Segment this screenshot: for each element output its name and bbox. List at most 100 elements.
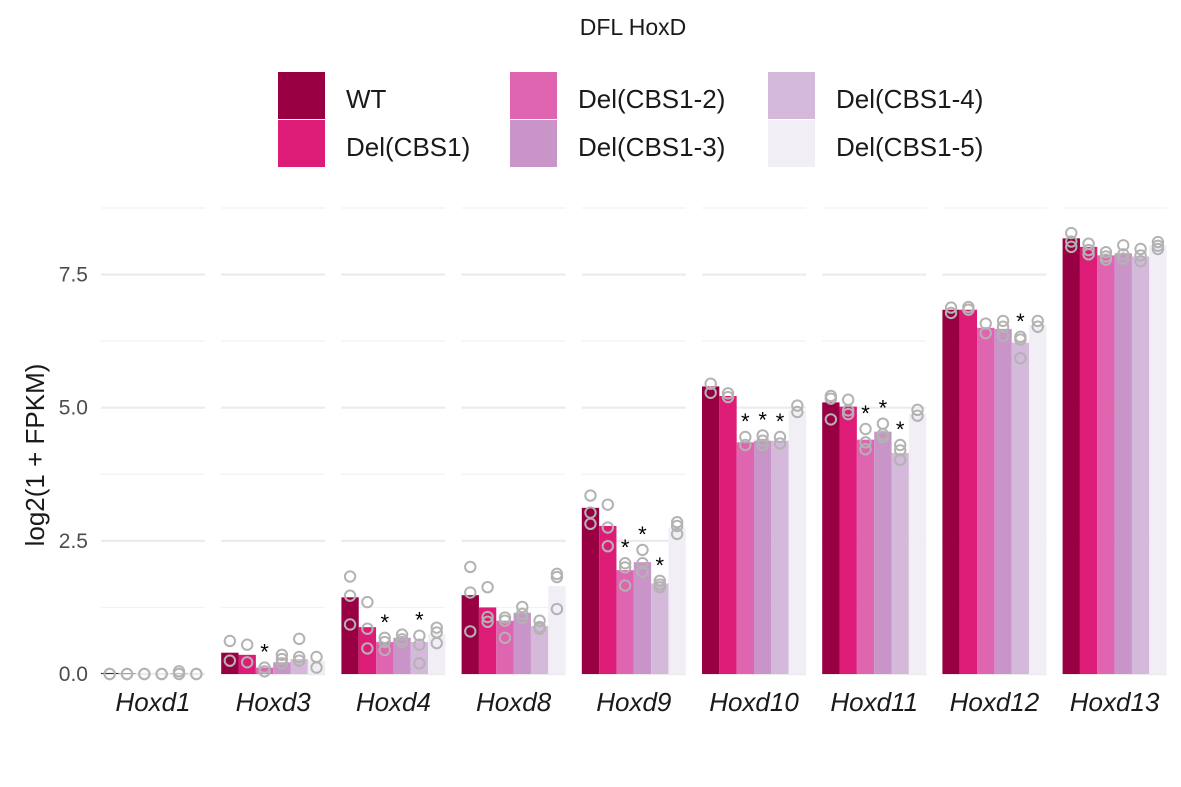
replicate-point-hoxd9-del-cbs1-5 <box>670 527 684 541</box>
replicate-point-hoxd11-del-cbs1 <box>842 407 855 421</box>
replicate-point-hoxd4-del-cbs1 <box>361 642 374 655</box>
replicate-point-hoxd11-del-cbs1-2 <box>859 422 872 436</box>
bar-hoxd10-del-cbs1 <box>719 395 737 674</box>
replicate-point-hoxd8-del-cbs1 <box>481 610 494 624</box>
replicate-point-hoxd9-del-cbs1-5 <box>670 519 684 533</box>
bar-hoxd12-wt <box>942 309 960 674</box>
legend-label-del-cbs1-2: Del(CBS1-2) <box>578 84 725 114</box>
replicate-point-hoxd4-wt <box>343 570 357 583</box>
bar-hoxd10-del-cbs1-3 <box>754 440 772 674</box>
y-tick-label: 7.5 <box>59 264 88 287</box>
replicate-point-hoxd12-del-cbs1-3 <box>996 329 1010 343</box>
bar-hoxd1-del-cbs1-4 <box>170 672 188 674</box>
replicate-point-hoxd11-del-cbs1-5 <box>911 409 924 422</box>
replicate-point-hoxd12-wt <box>944 301 958 314</box>
replicate-point-hoxd3-del-cbs1-4 <box>293 650 306 664</box>
replicate-point-hoxd12-wt <box>944 306 958 320</box>
replicate-point-hoxd13-wt <box>1065 240 1078 254</box>
legend-swatch-del-cbs1-4 <box>768 72 815 119</box>
replicate-point-hoxd8-del-cbs1 <box>481 615 494 629</box>
significance-star-hoxd12-del-cbs1-4: * <box>1016 309 1025 334</box>
bar-hoxd13-del-cbs1-5 <box>1149 245 1167 675</box>
bar-hoxd10-wt <box>702 386 720 674</box>
replicate-point-hoxd11-wt <box>824 392 838 405</box>
replicate-point-hoxd13-del-cbs1-4 <box>1134 249 1147 262</box>
replicate-point-hoxd12-del-cbs1-4 <box>1014 351 1027 365</box>
replicate-point-hoxd1-del-cbs1 <box>120 667 134 681</box>
replicate-point-hoxd4-del-cbs1 <box>361 595 374 609</box>
significance-star-hoxd10-del-cbs1-2: * <box>741 409 750 434</box>
replicate-point-hoxd10-del-cbs1 <box>721 387 735 400</box>
chart-title: DFL HoxD <box>580 14 687 40</box>
bar-hoxd9-del-cbs1 <box>599 525 617 674</box>
legend-swatch-del-cbs1-5 <box>768 120 815 167</box>
replicate-point-hoxd13-del-cbs1 <box>1082 243 1095 257</box>
replicate-point-hoxd11-wt <box>824 413 838 426</box>
replicate-point-hoxd12-del-cbs1-5 <box>1031 314 1044 328</box>
bar-hoxd13-del-cbs1-2 <box>1097 255 1115 674</box>
significance-star-hoxd4-del-cbs1-4: * <box>415 608 424 633</box>
bar-hoxd11-del-cbs1 <box>839 406 857 674</box>
replicate-point-hoxd10-del-cbs1-2 <box>739 438 752 452</box>
facet-label-hoxd10: Hoxd10 <box>709 687 799 717</box>
bar-hoxd8-wt <box>461 595 479 674</box>
legend-swatch-wt <box>278 72 325 119</box>
replicate-point-hoxd13-del-cbs1-5 <box>1151 235 1165 249</box>
significance-star-hoxd11-del-cbs1-4: * <box>896 417 905 442</box>
replicate-point-hoxd12-del-cbs1-2 <box>979 326 992 340</box>
replicate-point-hoxd8-del-cbs1-4 <box>533 622 546 635</box>
bar-hoxd10-del-cbs1-4 <box>771 440 789 674</box>
replicate-point-hoxd9-del-cbs1-5 <box>670 516 684 529</box>
bar-hoxd12-del-cbs1-2 <box>977 327 995 674</box>
replicate-point-hoxd4-del-cbs1 <box>361 622 374 635</box>
facet-label-hoxd13: Hoxd13 <box>1070 687 1160 717</box>
replicate-point-hoxd3-del-cbs1-2 <box>258 661 271 674</box>
facet-label-hoxd11: Hoxd11 <box>830 687 918 717</box>
bar-hoxd12-del-cbs1-4 <box>1011 342 1030 674</box>
legend-swatch-del-cbs1 <box>278 120 325 167</box>
replicate-point-hoxd8-del-cbs1-5 <box>550 602 564 616</box>
bar-hoxd9-wt <box>581 507 600 674</box>
legend: WT Del(CBS1) Del(CBS1-2) Del(CBS1-3) Del(CBS… <box>278 72 983 167</box>
replicate-point-hoxd13-del-cbs1-3 <box>1117 252 1130 265</box>
replicate-point-hoxd4-del-cbs1-5 <box>430 636 443 650</box>
replicate-point-hoxd8-wt <box>464 586 477 599</box>
replicate-point-hoxd8-wt <box>464 560 477 574</box>
replicate-point-hoxd12-del-cbs1 <box>962 303 975 316</box>
replicate-point-hoxd8-del-cbs1 <box>481 580 494 594</box>
replicate-point-hoxd4-wt <box>343 589 357 602</box>
bar-hoxd13-del-cbs1 <box>1079 246 1098 674</box>
bar-hoxd8-del-cbs1-4 <box>530 626 549 674</box>
replicate-point-hoxd1-del-cbs1-2 <box>138 667 151 681</box>
replicate-point-hoxd13-del-cbs1-4 <box>1134 242 1147 256</box>
bar-hoxd11-del-cbs1-5 <box>908 414 927 674</box>
bar-hoxd9-del-cbs1-5 <box>668 527 686 674</box>
replicate-point-hoxd8-del-cbs1-4 <box>533 614 546 627</box>
replicate-point-hoxd9-del-cbs1-3 <box>636 557 649 570</box>
bar-hoxd13-del-cbs1-4 <box>1131 256 1150 674</box>
replicate-point-hoxd3-del-cbs1-5 <box>310 661 323 674</box>
bar-hoxd11-del-cbs1-3 <box>874 431 892 674</box>
replicate-point-hoxd9-del-cbs1-3 <box>636 543 649 557</box>
legend-swatch-del-cbs1-2 <box>510 72 557 119</box>
significance-star-hoxd10-del-cbs1-4: * <box>776 409 785 434</box>
replicate-point-hoxd3-del-cbs1 <box>241 656 254 669</box>
significance-star-hoxd11-del-cbs1-3: * <box>879 396 888 421</box>
bar-hoxd4-wt <box>341 597 359 674</box>
replicate-point-hoxd11-del-cbs1-2 <box>859 436 872 449</box>
y-tick-label: 2.5 <box>59 530 88 553</box>
replicate-point-hoxd1-del-cbs1-4 <box>172 667 186 681</box>
replicate-point-hoxd3-del-cbs1 <box>241 638 254 651</box>
legend-swatch-del-cbs1-3 <box>510 120 557 167</box>
bar-hoxd9-del-cbs1-2 <box>616 570 634 674</box>
replicate-point-hoxd10-del-cbs1-3 <box>756 438 769 452</box>
replicate-point-hoxd8-del-cbs1-2 <box>498 631 512 644</box>
replicate-point-hoxd4-del-cbs1-2 <box>378 631 391 644</box>
replicate-point-hoxd4-del-cbs1-4 <box>413 629 426 642</box>
replicate-point-hoxd9-del-cbs1-2 <box>618 579 632 592</box>
bar-hoxd4-del-cbs1-5 <box>428 634 446 674</box>
legend-label-del-cbs1-3: Del(CBS1-3) <box>578 132 725 162</box>
bar-hoxd12-del-cbs1 <box>959 309 978 674</box>
replicate-point-hoxd3-del-cbs1-4 <box>293 654 306 667</box>
replicate-point-hoxd13-del-cbs1-5 <box>1151 242 1165 256</box>
